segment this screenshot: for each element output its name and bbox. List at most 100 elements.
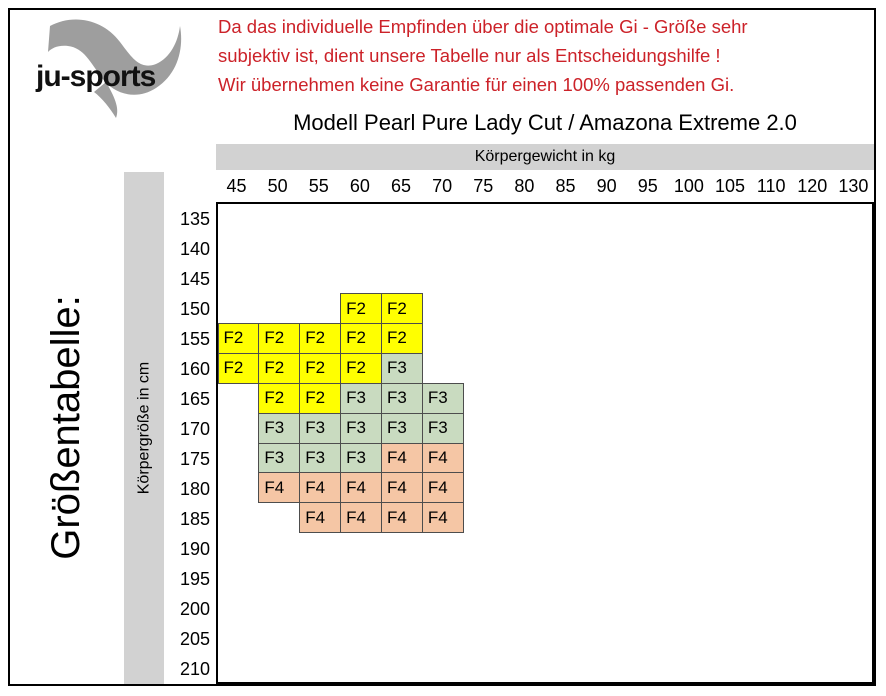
size-cell-empty [382,563,423,593]
logo-swoosh-icon [48,19,182,118]
size-cell-empty [831,443,872,473]
size-cell-empty [627,473,668,503]
size-cell-empty [709,204,750,234]
size-cell-empty [422,622,463,652]
size-cell-empty [668,383,709,413]
size-cell-empty [586,413,627,443]
size-cell-empty [586,563,627,593]
size-cell-empty [218,413,259,443]
size-cell-empty [790,294,831,324]
size-cell-empty [422,353,463,383]
size-cell-empty [463,533,504,563]
size-cell-empty [218,294,259,324]
weight-tick: 85 [555,176,576,196]
size-cell-empty [545,503,586,533]
size-cell-empty [790,234,831,264]
size-cell-f3: F3 [421,412,464,444]
weight-tick: 100 [673,176,704,196]
ju-sports-logo: ju-sports [28,8,208,120]
size-cell-empty [218,204,259,234]
size-cell-empty [627,503,668,533]
size-cell-empty [545,413,586,443]
size-cell-empty [341,234,382,264]
size-cell-empty [300,264,341,294]
weight-tick: 60 [349,176,370,196]
size-cell-empty [790,383,831,413]
size-cell-empty [259,503,300,533]
size-cell-f2: F2 [340,323,382,354]
size-cell-empty [586,622,627,652]
size-cell-empty [790,622,831,652]
height-tick: 175 [179,448,210,469]
size-cell-empty [627,592,668,622]
size-cell-empty [668,503,709,533]
size-table-label: Größentabelle: [10,170,122,684]
size-cell-empty [709,563,750,593]
size-cell-empty [218,563,259,593]
size-cell-empty [504,563,545,593]
size-cell-empty [749,443,790,473]
size-cell-empty [831,204,872,234]
size-cell-f2: F2 [299,323,342,354]
size-cell-f2: F2 [381,323,423,354]
size-cell-empty [668,533,709,563]
size-cell-f3: F3 [381,382,423,414]
size-cell-empty [382,533,423,563]
size-cell-empty [422,652,463,682]
size-cell-f2: F2 [299,382,342,414]
size-cell-empty [218,443,259,473]
size-cell-f4: F4 [421,472,464,504]
size-cell-empty [463,234,504,264]
height-tick: 140 [179,238,210,259]
size-cell-empty [545,234,586,264]
size-cell-f4: F4 [299,472,342,504]
size-cell-empty [627,533,668,563]
size-cell-empty [831,413,872,443]
size-cell-empty [463,563,504,593]
size-cell-empty [300,234,341,264]
size-cell-empty [831,383,872,413]
height-tick: 160 [179,358,210,379]
size-cell-empty [504,622,545,652]
size-cell-empty [259,294,300,324]
size-cell-empty [790,443,831,473]
size-cell-empty [586,324,627,354]
size-cell-empty [586,533,627,563]
height-axis-label-text: Körpergröße in cm [135,361,152,495]
size-cell-f3: F3 [381,352,423,384]
size-cell-f2: F2 [258,382,301,414]
size-cell-empty [463,622,504,652]
size-cell-empty [709,383,750,413]
size-cell-empty [831,264,872,294]
height-tick: 165 [179,388,210,409]
weight-axis-label: Körpergewicht in kg [216,144,874,170]
size-cell-empty [831,473,872,503]
size-cell-empty [341,563,382,593]
size-cell-empty [504,503,545,533]
height-axis-ticks: 135 140 145 150 155 160 165 170 175 180 185 190 195 2… [164,204,216,684]
size-cell-empty [831,622,872,652]
size-cell-empty [586,264,627,294]
size-cell-f3: F3 [381,412,423,444]
height-tick: 210 [179,658,210,679]
weight-tick: 95 [637,176,658,196]
size-cell-empty [668,473,709,503]
size-cell-f4: F4 [340,472,382,504]
height-tick: 135 [179,208,210,229]
size-cell-empty [300,652,341,682]
size-cell-empty [504,652,545,682]
weight-tick: 105 [715,176,746,196]
size-cell-empty [300,294,341,324]
size-cell-empty [504,413,545,443]
size-cell-empty [586,652,627,682]
size-cell-empty [259,563,300,593]
size-cell-empty [749,234,790,264]
size-cell-empty [545,563,586,593]
size-cell-empty [668,294,709,324]
size-cell-f2: F2 [258,352,301,384]
size-cell-f3: F3 [340,412,382,444]
size-cell-empty [709,324,750,354]
size-cell-empty [341,652,382,682]
size-cell-empty [831,533,872,563]
size-cell-f4: F4 [421,442,464,474]
